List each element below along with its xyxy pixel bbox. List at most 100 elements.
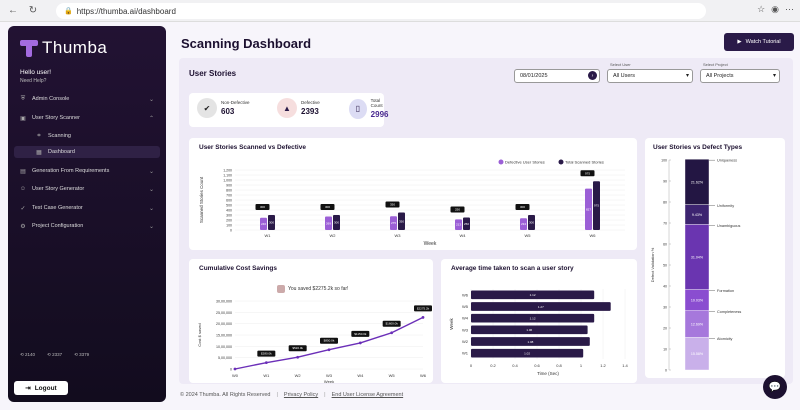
need-help-link[interactable]: Need Help?: [20, 78, 47, 84]
point-callout-box: [320, 337, 338, 344]
bar-label: 300: [529, 221, 534, 225]
sidebar-item-project-configuration[interactable]: ⚙ Project Configuration ⌄: [14, 220, 160, 232]
callout-box: [580, 170, 595, 177]
star-icon[interactable]: ☆: [757, 4, 766, 14]
y-tick-label: 0: [665, 369, 667, 373]
sidebar-item-label: Project Configuration: [32, 223, 84, 229]
logout-button[interactable]: ⇥ Logout: [14, 381, 68, 395]
time-bar: [471, 302, 611, 311]
point-label: $280.0k: [261, 352, 272, 356]
segment-label: 31.04%: [691, 255, 704, 259]
bar-total: [268, 215, 275, 230]
bar-label: 246: [261, 222, 266, 226]
menu-icon[interactable]: ⋯: [785, 4, 794, 14]
x-tick-label: W6: [420, 373, 427, 378]
y-tick-label: 70: [663, 222, 667, 226]
test-icon: ✓: [20, 205, 26, 212]
chevron-down-icon: ⌄: [148, 223, 154, 230]
point-label: $520.0k: [292, 346, 303, 350]
brand-logo[interactable]: Thumba: [20, 38, 107, 58]
sidebar-item-admin-console[interactable]: ⛨ Admin Console ⌄: [14, 93, 160, 105]
bar-total: [463, 217, 470, 230]
doc-icon: ▤: [20, 168, 26, 175]
sidebar: Thumba Hello user! Need Help? ⛨ Admin Co…: [8, 26, 166, 402]
clipboard-icon: ▯: [349, 98, 367, 119]
y-tick-label: W5: [462, 304, 469, 309]
y-tick-label: 500: [226, 204, 232, 208]
privacy-policy-link[interactable]: Privacy Policy: [283, 392, 319, 398]
sidebar-item-user-story-scanner[interactable]: ▣ User Story Scanner ⌃: [14, 112, 160, 124]
callout-label: 300: [325, 205, 330, 209]
legend-swatch-defective: [498, 159, 504, 165]
date-picker[interactable]: 08/01/2025 ›: [514, 69, 600, 83]
bar-label: 975: [594, 204, 599, 208]
sidebar-item-label: Admin Console: [32, 96, 70, 102]
y-tick-label: 100: [226, 224, 232, 228]
y-tick-label: 90: [663, 180, 667, 184]
profile-icon[interactable]: ◉: [771, 4, 779, 14]
y-tick-label: 400: [226, 209, 232, 213]
select-project[interactable]: Select Project All Projects ▾: [700, 62, 780, 83]
calendar-icon[interactable]: ›: [588, 71, 597, 80]
sidebar-item-test-case-generator[interactable]: ✓ Test Case Generator ⌄: [14, 202, 160, 214]
y-tick-label: 20,00,000: [216, 322, 232, 326]
bar-label: 250: [464, 222, 469, 226]
grid-icon: ▦: [36, 149, 42, 156]
url-bar[interactable]: 🔒 https://thumba.ai/dashboard: [56, 3, 706, 19]
chevron-down-icon: ⌄: [148, 186, 154, 193]
x-tick-label: W4: [357, 373, 364, 378]
data-point: [296, 355, 300, 359]
sidebar-item-label: Generation From Requirements: [32, 168, 110, 174]
chart-title: Average time taken to scan a user story: [451, 265, 574, 272]
chat-icon: 💬: [768, 381, 782, 393]
point-label: $1600.0k: [385, 322, 398, 326]
sidebar-item-scanning[interactable]: ⌗ Scanning: [14, 130, 160, 142]
stat-total: ⟲ 3379: [74, 352, 90, 357]
bar-label: 1.02: [524, 351, 530, 355]
x-tick-label: W3: [395, 233, 402, 238]
sidebar-item-dashboard[interactable]: ▦ Dashboard: [14, 146, 160, 158]
refresh-icon[interactable]: ↻: [28, 5, 38, 16]
play-icon: ▶: [737, 39, 742, 45]
scan-frame-icon: ⌗: [37, 132, 41, 139]
bar-total: [333, 215, 340, 230]
chart-title: Cumulative Cost Savings: [199, 265, 278, 272]
point-label: $850.0k: [324, 339, 335, 343]
browser-actions: ☆ ◉ ⋯: [757, 4, 794, 15]
y-tick-label: 15,00,000: [216, 334, 232, 338]
stat-defective: ▲ Defective 2393: [277, 98, 320, 118]
money-icon: [277, 285, 285, 293]
stat-total-count: ▯ Total Count 2996: [349, 98, 391, 119]
y-tick-label: 50: [663, 264, 667, 268]
legend-label: Total Scanned Stories: [565, 160, 604, 165]
bar-defective: [260, 217, 267, 230]
select-user[interactable]: Select User All Users ▾: [607, 62, 693, 83]
license-link[interactable]: End User License Agreement: [331, 392, 404, 398]
warning-triangle-icon: ▲: [277, 98, 297, 118]
sidebar-item-user-story-generator[interactable]: ☺ User Story Generator ⌄: [14, 183, 160, 195]
bar-defective: [325, 216, 332, 230]
sidebar-item-label: User Story Generator: [32, 186, 85, 192]
sidebar-item-generation-from-requirements[interactable]: ▤ Generation From Requirements ⌄: [14, 165, 160, 177]
y-tick-label: 30: [663, 306, 667, 310]
y-axis-label: Scanned Stories Count: [199, 176, 204, 223]
y-tick-label: 1,000: [223, 179, 232, 183]
bar-label: 213: [456, 223, 461, 227]
x-tick-label: W4: [460, 233, 467, 238]
segment-label: 9.43%: [692, 213, 703, 217]
y-tick-label: W6: [462, 292, 469, 297]
chat-button[interactable]: 💬: [763, 375, 787, 399]
y-tick-label: 40: [663, 285, 667, 289]
watch-tutorial-button[interactable]: ▶ Watch Tutorial: [724, 33, 794, 51]
y-tick-label: 600: [226, 199, 232, 203]
y-tick-label: 700: [226, 194, 232, 198]
y-tick-label: 80: [663, 201, 667, 205]
x-tick-label: W5: [525, 233, 532, 238]
point-callout-box: [288, 345, 307, 352]
y-tick-label: 1,100: [223, 174, 232, 178]
segment-label: 15.58%: [691, 352, 704, 356]
stat-scans: ⟲ 2140: [20, 352, 36, 357]
callout-box: [255, 204, 270, 210]
bar-total: [528, 215, 535, 230]
back-icon[interactable]: ←: [8, 5, 18, 16]
